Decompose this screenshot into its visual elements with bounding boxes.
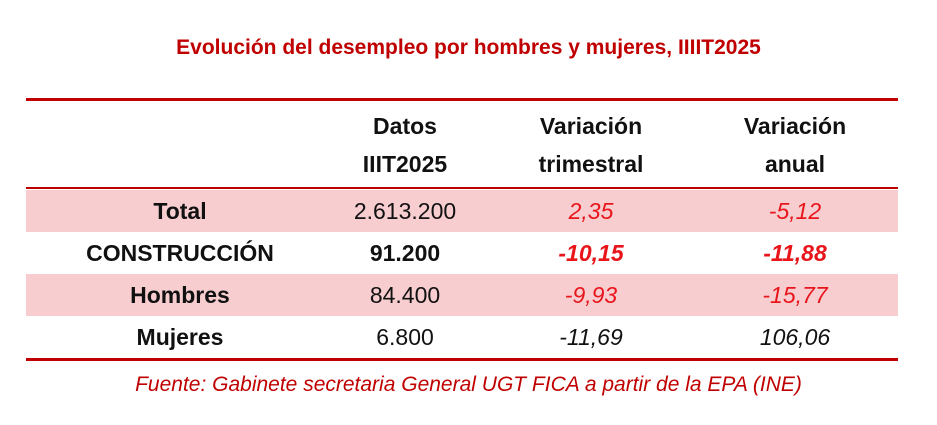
row-datos-value: 91.200 [369,240,441,266]
header-datos-line1: Datos [373,113,437,139]
row-datos-value: 6.800 [376,324,434,350]
row-anual-value: 106,06 [759,324,831,350]
row-label: Total [153,198,207,224]
header-anual-line2: anual [764,151,826,177]
header-rule [26,187,898,189]
row-label: Hombres [130,282,230,308]
source-note: Fuente: Gabinete secretaria General UGT … [135,373,802,396]
table-row-mujeres: Mujeres 6.800 -11,69 106,06 [26,316,898,358]
row-anual-value: -5,12 [768,198,822,224]
row-trimestral-value: -9,93 [564,282,618,308]
table-row-hombres: Hombres 84.400 -9,93 -15,77 [26,274,898,316]
row-label: Mujeres [136,324,224,350]
header-datos: Datos IIIT2025 [337,104,473,186]
header-trimestral-line1: Variación [539,113,643,139]
table-row-construccion: CONSTRUCCIÓN 91.200 -10,15 -11,88 [26,232,898,274]
header-variacion-anual: Variación anual [712,104,878,186]
row-anual-value: -11,88 [763,240,827,266]
row-datos-value: 2.613.200 [353,198,457,224]
row-label: CONSTRUCCIÓN [86,240,274,266]
bottom-rule [26,358,898,361]
header-trimestral-line2: trimestral [538,151,644,177]
header-variacion-trimestral: Variación trimestral [508,104,674,186]
top-rule [26,98,898,101]
row-anual-value: -15,77 [762,282,828,308]
header-datos-line2: IIIT2025 [362,151,448,177]
row-trimestral-value: -10,15 [558,240,624,266]
row-datos-value: 84.400 [369,282,441,308]
row-trimestral-value: -11,69 [559,324,623,350]
header-anual-line1: Variación [743,113,847,139]
table-row-total: Total 2.613.200 2,35 -5,12 [26,190,898,232]
table-title: Evolución del desempleo por hombres y mu… [176,36,761,59]
row-trimestral-value: 2,35 [568,198,614,224]
